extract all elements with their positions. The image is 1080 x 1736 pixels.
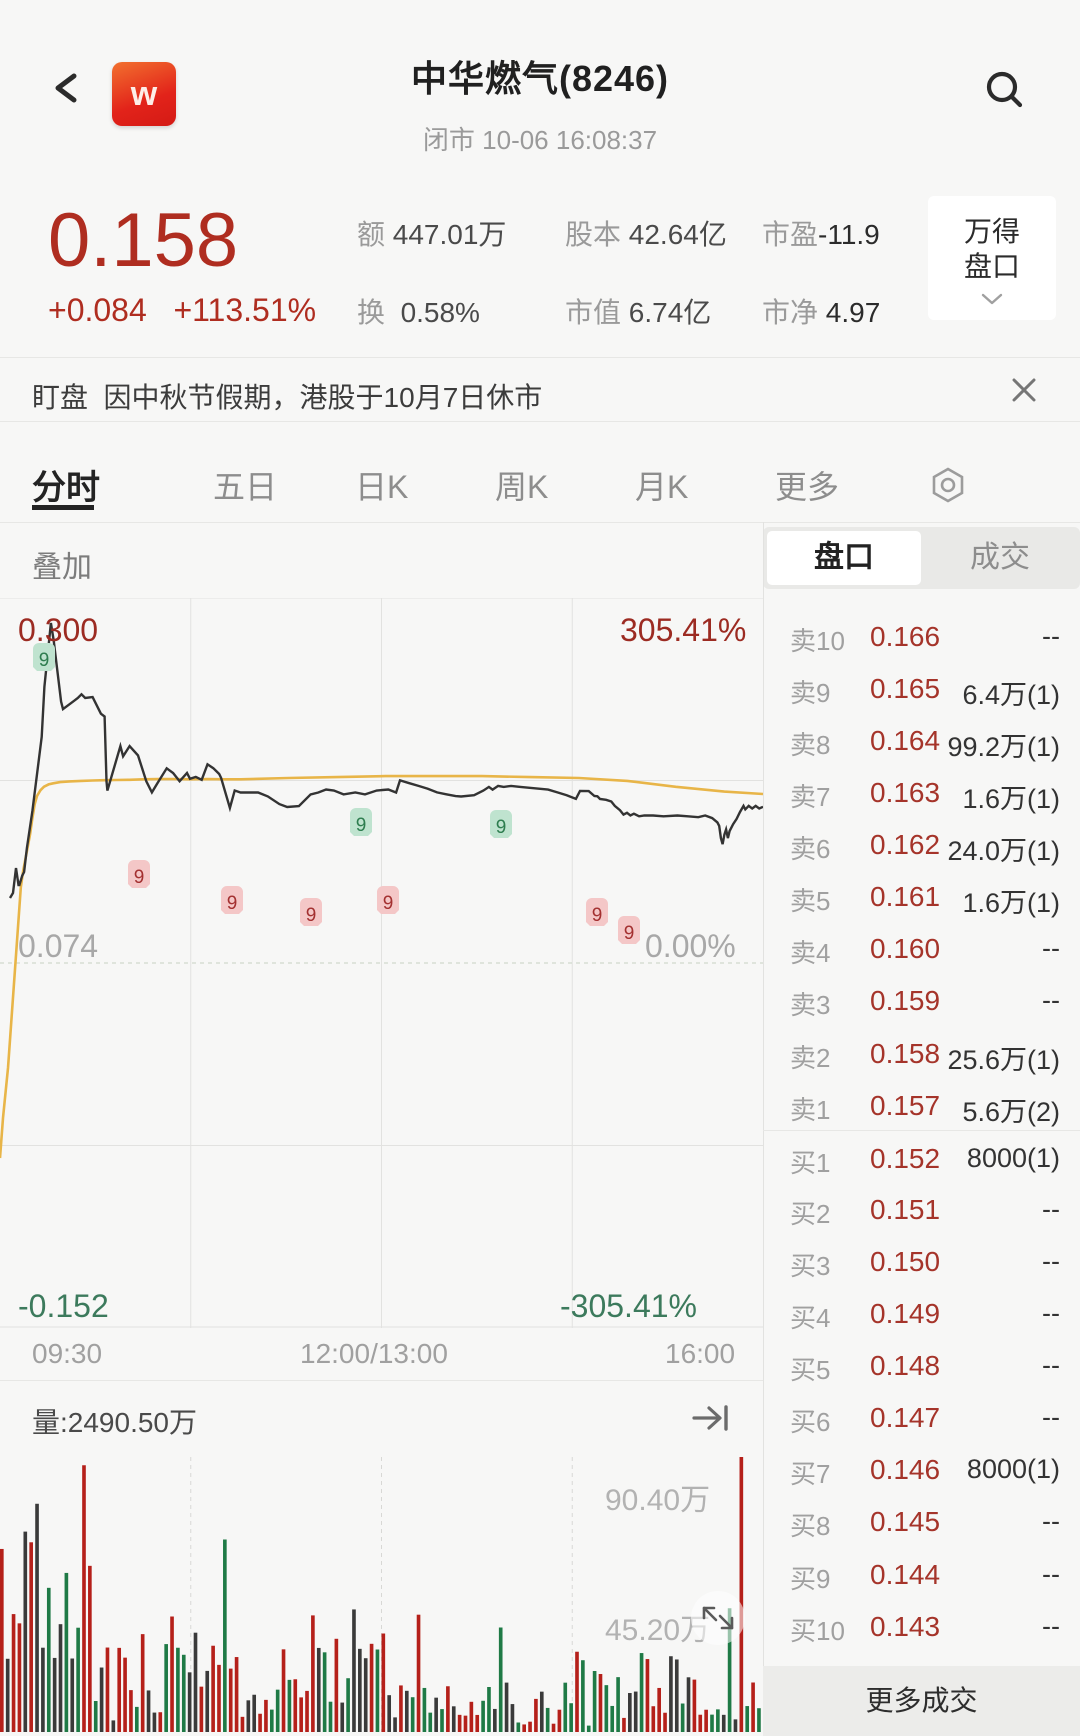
svg-text:9: 9 bbox=[227, 893, 238, 914]
svg-text:9: 9 bbox=[383, 893, 394, 914]
svg-text:9: 9 bbox=[356, 815, 367, 836]
svg-text:9: 9 bbox=[592, 905, 603, 926]
svg-text:9: 9 bbox=[624, 923, 635, 944]
svg-text:9: 9 bbox=[306, 905, 317, 926]
svg-text:9: 9 bbox=[39, 650, 50, 671]
svg-text:9: 9 bbox=[134, 867, 145, 888]
svg-text:9: 9 bbox=[496, 817, 507, 838]
